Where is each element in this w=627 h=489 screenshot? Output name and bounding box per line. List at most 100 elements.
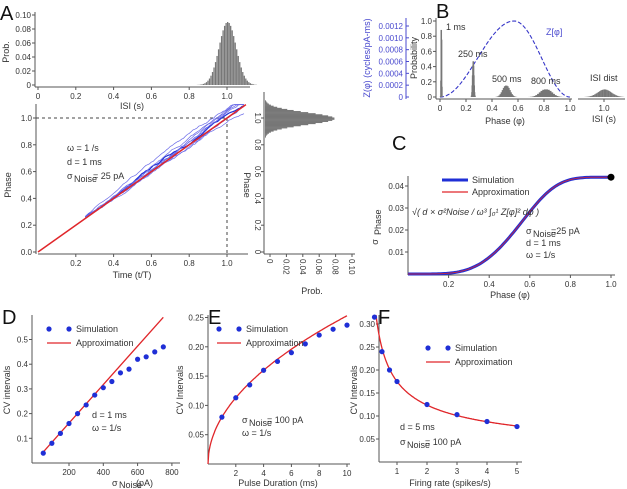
- z-curve-label: Z[φ]: [546, 27, 562, 37]
- histogram-bar: [265, 116, 333, 118]
- histogram-bar: [265, 105, 274, 107]
- z-tick-label: 0.0008: [379, 46, 404, 55]
- y-tick-label: 0.15: [359, 389, 375, 398]
- simulation-point: [40, 450, 46, 456]
- y-tick-label: 0.4: [17, 360, 29, 369]
- histogram-bar: [265, 112, 309, 114]
- histogram-bar: [231, 30, 233, 86]
- histogram-bar: [265, 107, 282, 110]
- z-tick-label: 0: [399, 93, 404, 102]
- simulation-point: [330, 326, 336, 332]
- y-axis-label: CV Intervals: [349, 365, 359, 415]
- x-tick-label: 0.2: [443, 280, 455, 289]
- isi-bar: [597, 92, 599, 97]
- x-tick-label: 1: [395, 467, 400, 476]
- isi-bar: [614, 94, 616, 97]
- legend-simulation-marker: [216, 326, 222, 332]
- simulation-point: [160, 344, 166, 350]
- y-axis-label-sub: Phase: [373, 209, 383, 235]
- distribution-bar: [554, 95, 559, 97]
- x-tick-label: 0: [438, 104, 443, 113]
- x-axis-label: Pulse Duration (ms): [238, 478, 318, 488]
- distribution-bar: [441, 86, 443, 97]
- histogram-bar: [265, 130, 274, 132]
- distribution-bar: [474, 95, 476, 97]
- histogram-bar: [219, 42, 221, 85]
- histogram-bar: [265, 113, 316, 115]
- histogram-bar: [202, 83, 205, 85]
- isi-bar: [589, 96, 591, 97]
- histogram-bar: [242, 72, 244, 85]
- x-tick-label: 1.0: [605, 280, 617, 289]
- isi-bar: [595, 93, 597, 97]
- isi-bar: [607, 90, 609, 97]
- simulation-point: [100, 385, 106, 391]
- x-tick-label: 3: [455, 467, 460, 476]
- x-axis-label: Phase (φ): [490, 290, 530, 300]
- y-tick-label: 0.2: [253, 220, 262, 232]
- approximation-line: [37, 103, 247, 253]
- annotation: ω = 1/s: [242, 428, 272, 438]
- y-tick-label: 0.10: [359, 412, 375, 421]
- isi-bar: [606, 89, 608, 97]
- y-tick-label: 0.2: [21, 221, 33, 230]
- simulation-point: [274, 358, 281, 365]
- y-tick-label: 0.5: [17, 336, 29, 345]
- y-tick-label: 0.04: [388, 182, 404, 191]
- x-axis-label: Time (t/T): [113, 270, 152, 280]
- histogram-bar: [265, 109, 294, 112]
- x-tick-label: 0.6: [146, 259, 158, 268]
- y-tick-label: 0.6: [253, 166, 262, 178]
- y-tick-label: 0.05: [188, 431, 204, 440]
- histogram-bar: [265, 126, 294, 128]
- x-axis-label-unit: (pA): [136, 478, 153, 488]
- simulation-point: [316, 332, 322, 338]
- histogram-bar: [207, 80, 209, 85]
- histogram-bar: [214, 62, 217, 85]
- y-tick-label: 0.08: [15, 25, 31, 34]
- x-tick-label: 800: [165, 468, 179, 477]
- histogram-bar: [237, 55, 239, 85]
- isi-bar: [618, 96, 620, 97]
- distribution-bar: [473, 85, 475, 97]
- isi-bar: [603, 89, 605, 97]
- z-tick-label: 0.0004: [379, 69, 404, 78]
- simulation-point: [117, 370, 124, 376]
- histogram-bar: [265, 111, 301, 113]
- y-tick-label: 1.0: [421, 17, 433, 26]
- histogram-bar: [265, 118, 335, 120]
- simulation-point: [344, 322, 350, 328]
- y-tick-label: 0.05: [359, 435, 375, 444]
- x-tick-label: 0.2: [460, 104, 472, 113]
- distribution-label: 800 ms: [531, 76, 561, 86]
- x-tick-label: 0.8: [184, 259, 196, 268]
- x-axis-label: Firing rate (spikes/s): [409, 478, 491, 488]
- simulation-point: [424, 401, 430, 408]
- y-tick-label: 0.1: [17, 434, 29, 443]
- isi-bar: [594, 94, 596, 97]
- distribution-bar: [512, 96, 516, 97]
- simulation-point: [49, 440, 55, 446]
- simulation-point: [152, 349, 158, 355]
- legend-approximation-label: Approximation: [472, 187, 530, 197]
- histogram-bar: [228, 22, 230, 85]
- histogram-bar: [265, 134, 267, 136]
- y-tick-label: 0.15: [188, 372, 204, 381]
- y-tick-label: 0.2: [421, 78, 433, 87]
- histogram-bar: [265, 136, 266, 139]
- annotation: σ: [400, 437, 406, 447]
- isi-bar: [596, 92, 598, 97]
- x-tick-label: 0.6: [524, 280, 536, 289]
- simulation-point: [219, 414, 225, 420]
- y-tick-label: 0.06: [15, 39, 31, 48]
- panel-letter-B: B: [436, 1, 449, 23]
- histogram-bar: [265, 122, 316, 125]
- simulation-point: [57, 430, 64, 436]
- y-tick-label: 0.3: [17, 385, 29, 394]
- simulation-point: [126, 366, 132, 372]
- x-tick-label: 0.6: [512, 104, 524, 113]
- annotation: d = 1 ms: [67, 157, 102, 167]
- simulation-point: [109, 378, 115, 385]
- isi-bar: [608, 90, 610, 97]
- legend-simulation-label: Simulation: [455, 343, 497, 353]
